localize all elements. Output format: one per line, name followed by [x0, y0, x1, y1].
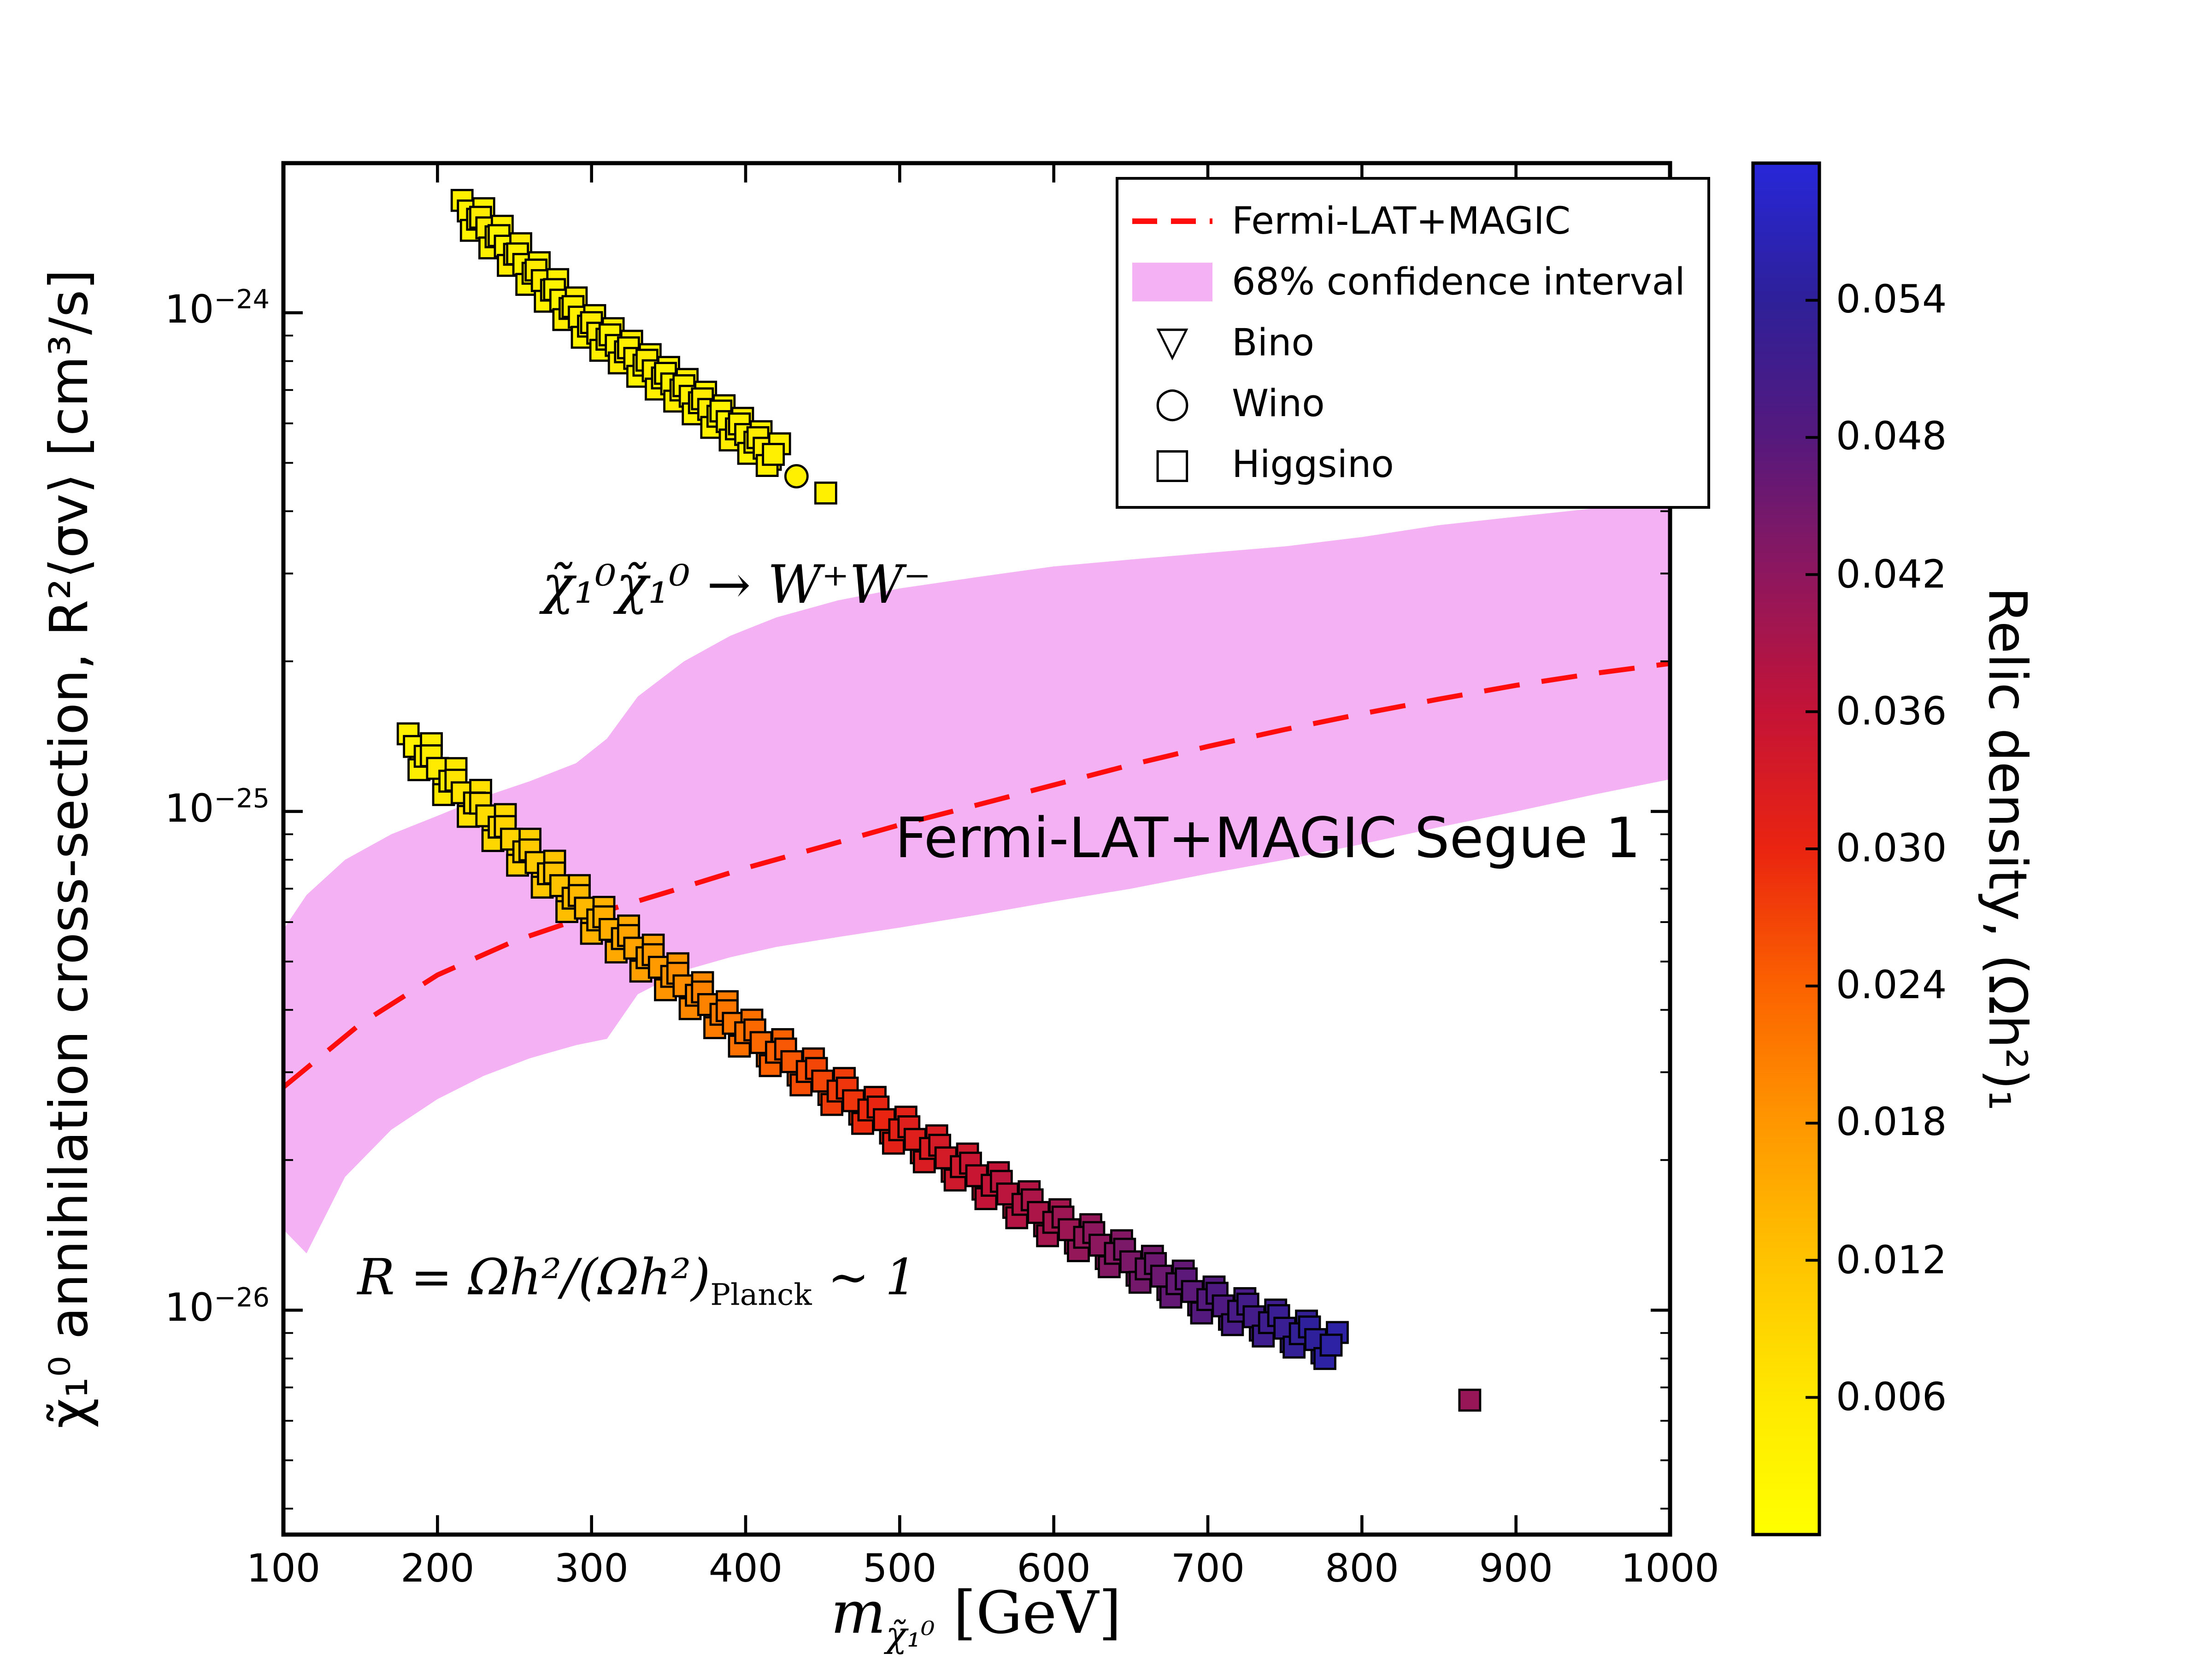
y-axis-label: χ̃₁⁰ annihilation cross-section, R²⟨σv⟩ … [39, 269, 100, 1428]
x-tick-label: 500 [863, 1546, 937, 1591]
x-axis-label-unit: [GeV] [935, 1579, 1122, 1647]
colorbar-tick-label: 0.036 [1836, 688, 1947, 734]
x-tick-label: 100 [246, 1546, 321, 1591]
legend-label: Higgsino [1232, 443, 1394, 486]
legend-entry-confidence-interval: 68% confidence interval [1130, 252, 1685, 312]
x-tick-label: 1000 [1621, 1546, 1719, 1591]
legend-label: 68% confidence interval [1232, 260, 1685, 304]
x-tick-label: 200 [400, 1546, 475, 1591]
legend-entry-bino: ▽ Bino [1130, 312, 1685, 373]
x-tick-label: 900 [1479, 1546, 1553, 1591]
x-tick-label: 300 [554, 1546, 629, 1591]
colorbar-tick-label: 0.048 [1836, 414, 1947, 460]
annotation-relic-suffix: ∼ 1 [812, 1250, 917, 1307]
x-tick-label: 400 [708, 1546, 783, 1591]
x-axis-label-symbol: m [830, 1579, 886, 1647]
dashed-line-sample-icon [1130, 218, 1215, 224]
confidence-patch-icon [1130, 263, 1215, 301]
x-tick-label: 600 [1017, 1546, 1091, 1591]
y-tick-label: 10−24 [165, 285, 270, 333]
legend-label: Fermi-LAT+MAGIC [1232, 200, 1571, 243]
legend-entry-higgsino: □ Higgsino [1130, 434, 1685, 495]
legend-entry-fermi-lat-magic: Fermi-LAT+MAGIC [1130, 191, 1685, 252]
square-marker-icon: □ [1153, 440, 1192, 488]
colorbar-tick-label: 0.054 [1836, 276, 1947, 323]
x-tick-label: 800 [1325, 1546, 1399, 1591]
colorbar-tick-label: 0.012 [1836, 1236, 1947, 1282]
annotation-segue: Fermi-LAT+MAGIC Segue 1 [895, 807, 1641, 871]
annotation-process: χ̃₁⁰χ̃₁⁰ → W⁺W⁻ [542, 554, 931, 615]
legend: Fermi-LAT+MAGIC 68% confidence interval … [1116, 177, 1710, 509]
annotation-relic-subscript: Planck [710, 1278, 812, 1313]
y-axis-label-text: χ̃₁⁰ annihilation cross-section, R²⟨σv⟩ … [39, 269, 100, 1429]
x-axis-label: mχ̃₁⁰ [GeV] [831, 1579, 1121, 1655]
colorbar-tick-label: 0.030 [1836, 825, 1947, 871]
colorbar-tick-label: 0.024 [1836, 962, 1947, 1008]
y-tick-label: 10−26 [165, 1282, 270, 1330]
annotation-relic-prefix: R = Ωh²/(Ωh²) [357, 1250, 711, 1307]
triangle-down-marker-icon: ▽ [1156, 318, 1188, 366]
annotation-relic: R = Ωh²/(Ωh²)Planck ∼ 1 [357, 1250, 917, 1313]
colorbar-tick-label: 0.018 [1836, 1100, 1947, 1146]
colorbar-tick-label: 0.042 [1836, 551, 1947, 597]
colorbar-tick-label: 0.006 [1836, 1374, 1947, 1420]
legend-entry-wino: ○ Wino [1130, 373, 1685, 434]
x-axis-label-subscript: χ̃₁⁰ [886, 1615, 935, 1655]
y-tick-label: 10−25 [165, 783, 270, 831]
circle-marker-icon: ○ [1154, 379, 1191, 427]
legend-label: Wino [1232, 382, 1325, 425]
legend-label: Bino [1232, 321, 1314, 365]
colorbar-label: Relic density, (Ωh²)₁ [1977, 587, 2038, 1111]
x-tick-label: 700 [1171, 1546, 1245, 1591]
